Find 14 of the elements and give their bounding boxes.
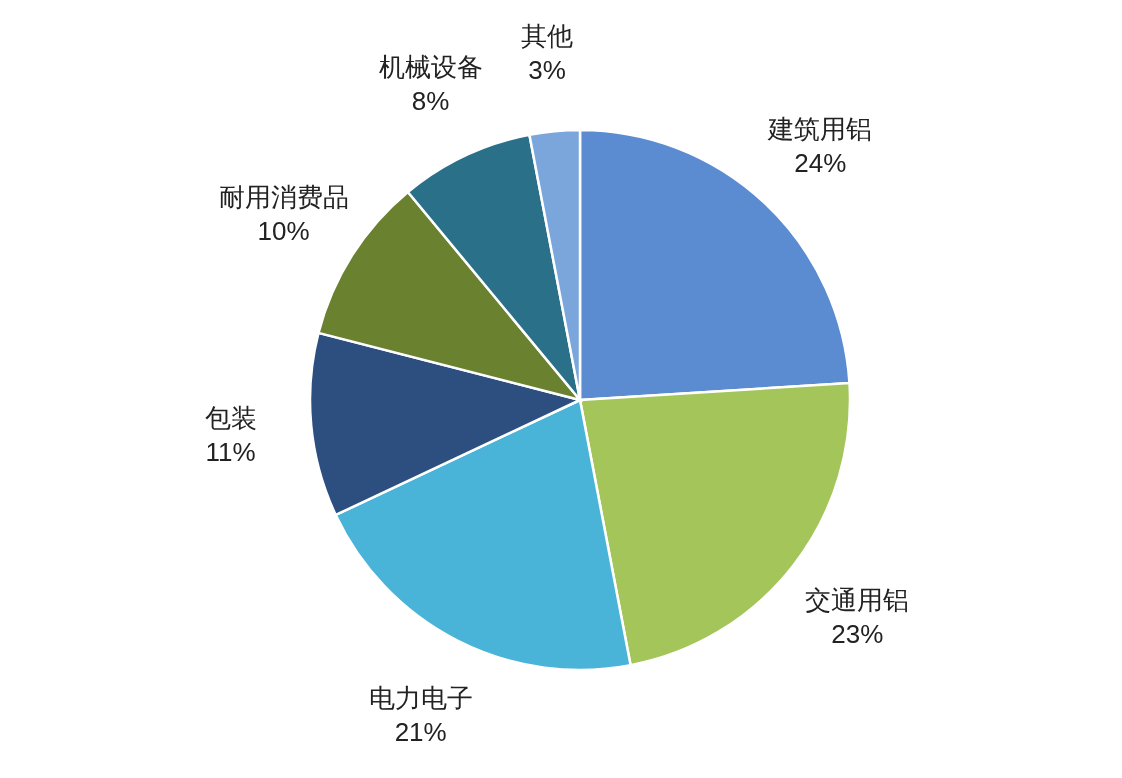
slice-label: 电力电子 <box>368 682 473 713</box>
slice-label: 耐用消费品 <box>218 181 349 212</box>
data-label: 3% <box>528 54 566 85</box>
data-label: 21% <box>394 716 447 747</box>
slice-label: 建筑用铝 <box>767 114 873 145</box>
slice-label: 交通用铝 <box>805 585 910 616</box>
data-label: 23% <box>831 619 884 650</box>
data-label: 24% <box>794 148 847 179</box>
data-label: 8% <box>411 86 450 117</box>
data-label: 11% <box>205 437 256 468</box>
slice-label: 机械设备 <box>378 52 483 83</box>
slice-label: 包装 <box>204 403 257 434</box>
slice-label: 其他 <box>520 20 573 51</box>
data-label: 10% <box>257 215 310 246</box>
